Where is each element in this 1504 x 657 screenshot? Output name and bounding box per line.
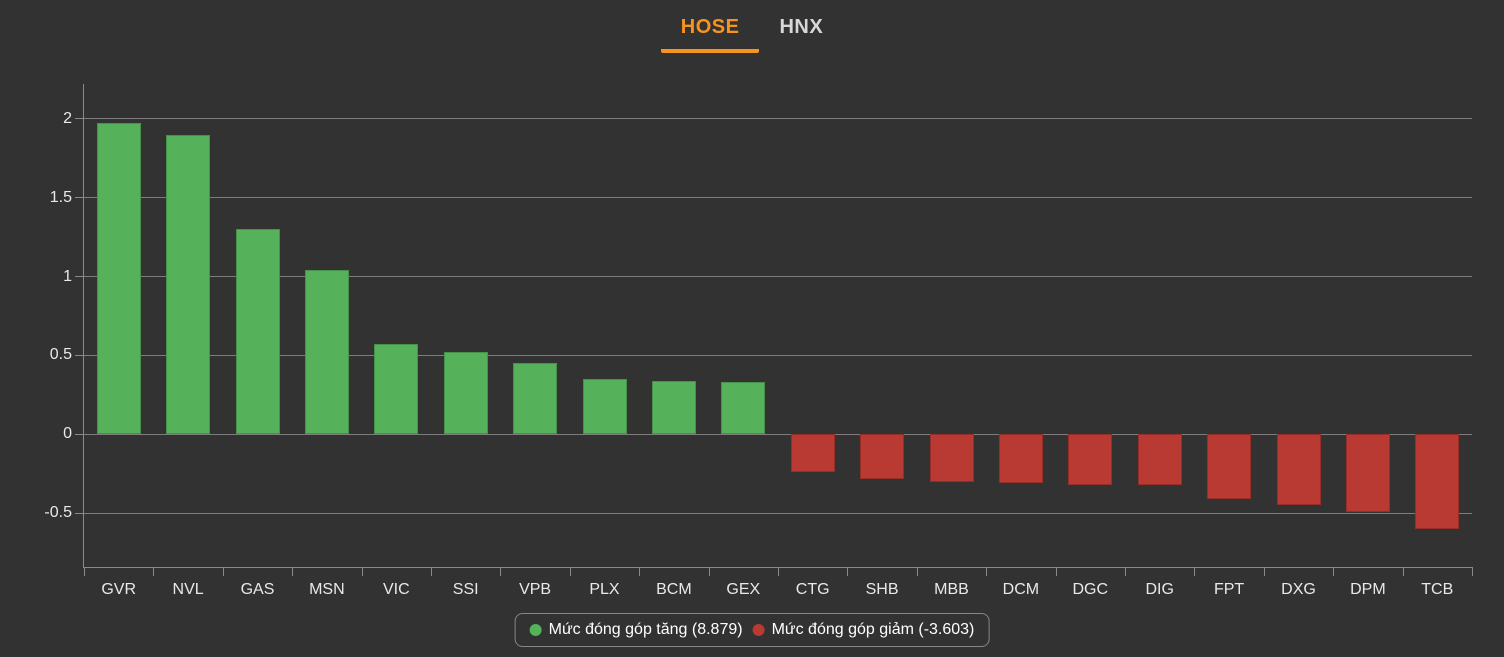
contribution-bar-GVR[interactable] [96, 123, 141, 435]
legend-item-decrease[interactable]: Mức đóng góp giảm (-3.603) [752, 621, 975, 639]
contribution-bar-MSN[interactable] [304, 270, 349, 435]
contribution-bar-DXG[interactable] [1276, 434, 1321, 506]
contribution-bar-BCM[interactable] [651, 380, 696, 435]
x-axis-tick [1055, 567, 1057, 576]
x-axis-label-FPT: FPT [1213, 581, 1245, 598]
x-axis-label-DIG: DIG [1145, 581, 1174, 598]
x-axis-label-SSI: SSI [452, 581, 479, 598]
contribution-bar-TCB[interactable] [1415, 434, 1460, 530]
green-dot-icon [529, 624, 542, 636]
x-axis-tick [361, 567, 363, 576]
legend-label-increase: Mức đóng góp tăng (8.879) [548, 621, 743, 638]
contribution-bar-GAS[interactable] [235, 229, 280, 435]
y-gridline [84, 433, 1472, 435]
x-axis-tick [639, 567, 641, 576]
contribution-bar-DIG[interactable] [1137, 434, 1182, 485]
x-axis-tick [986, 567, 988, 576]
y-gridline [84, 276, 1472, 278]
y-axis-tick [75, 354, 84, 356]
y-axis-tick [75, 118, 84, 120]
x-axis-label-VPB: VPB [519, 581, 552, 598]
y-axis-label: 1.5 [49, 188, 72, 206]
y-axis-label: 2 [63, 109, 72, 127]
x-axis-label-VIC: VIC [382, 581, 410, 598]
exchange-tabbar: HOSE HNX [0, 0, 1504, 53]
x-axis-label-DGC: DGC [1072, 581, 1109, 598]
contribution-bar-DCM[interactable] [998, 434, 1043, 484]
y-gridline [84, 197, 1472, 199]
x-axis-tick [84, 567, 85, 576]
x-axis-label-SHB: SHB [865, 581, 899, 598]
contribution-bar-GEX[interactable] [721, 382, 766, 435]
contribution-bar-NVL[interactable] [166, 134, 211, 435]
contribution-bar-VIC[interactable] [374, 344, 419, 435]
x-axis-tick [222, 567, 224, 576]
tab-hnx[interactable]: HNX [779, 16, 824, 38]
contribution-bar-VPB[interactable] [513, 363, 558, 435]
x-axis-tick [847, 567, 849, 576]
x-axis-tick [1263, 567, 1265, 576]
x-axis-label-CTG: CTG [795, 581, 830, 598]
x-axis-label-DXG: DXG [1281, 581, 1316, 598]
bar-chart-plot-area: 2 1.5 1 0.5 0 -0.5 GVR NVL GAS MSN VIC SSI VPB PLX BCM… [44, 84, 1473, 598]
y-axis-label: -0.5 [44, 504, 72, 522]
contribution-bar-CTG[interactable] [790, 434, 835, 473]
x-axis-tick [1125, 567, 1126, 576]
x-axis-label-MBB: MBB [934, 581, 969, 598]
x-axis-label-GAS: GAS [240, 581, 275, 598]
contribution-bar-FPT[interactable] [1207, 434, 1252, 500]
x-axis-label-BCM: BCM [656, 581, 692, 598]
y-axis-label: 1 [63, 267, 72, 285]
x-axis-tick [778, 567, 779, 576]
contribution-bar-SSI[interactable] [443, 352, 488, 435]
contribution-bar-DGC[interactable] [1068, 434, 1113, 485]
contribution-bar-PLX[interactable] [582, 379, 627, 435]
x-axis-label-DPM: DPM [1350, 581, 1386, 598]
x-axis-tick [708, 567, 710, 576]
x-axis-tick [569, 567, 571, 576]
legend-item-increase[interactable]: Mức đóng góp tăng (8.879) [529, 621, 743, 639]
x-axis-label-TCB: TCB [1421, 581, 1454, 598]
y-gridline [84, 512, 1472, 514]
x-axis-label-NVL: NVL [172, 581, 204, 598]
y-axis-tick [75, 276, 84, 278]
y-axis-label: 0 [63, 425, 72, 443]
x-axis-tick [292, 567, 294, 576]
x-axis-label-GVR: GVR [101, 581, 137, 598]
contribution-bar-DPM[interactable] [1345, 434, 1390, 512]
y-gridline [84, 118, 1472, 120]
red-dot-icon [752, 624, 765, 636]
x-axis-tick [500, 567, 502, 576]
x-axis-tick [1194, 567, 1196, 576]
y-axis-tick [75, 512, 84, 514]
x-axis-tick [1472, 567, 1473, 576]
x-axis-tick [1402, 567, 1404, 576]
chart-legend: Mức đóng góp tăng (8.879) Mức đóng góp g… [514, 613, 990, 647]
x-axis-label-PLX: PLX [589, 581, 620, 598]
x-axis-tick [1333, 567, 1335, 576]
x-axis-tick [153, 567, 155, 576]
x-axis-label-GEX: GEX [726, 581, 761, 598]
y-gridline [84, 354, 1472, 356]
y-axis-tick [75, 197, 84, 199]
contribution-bar-SHB[interactable] [860, 434, 905, 479]
y-axis-label: 0.5 [49, 346, 72, 364]
y-axis-tick [75, 433, 84, 435]
x-axis-label-DCM: DCM [1002, 581, 1040, 598]
tab-hose[interactable]: HOSE [660, 14, 760, 53]
x-axis-tick [431, 567, 432, 576]
legend-label-decrease: Mức đóng góp giảm (-3.603) [771, 621, 975, 638]
contribution-bar-MBB[interactable] [929, 434, 974, 482]
x-axis-label-MSN: MSN [309, 581, 345, 598]
x-axis-tick [916, 567, 918, 576]
